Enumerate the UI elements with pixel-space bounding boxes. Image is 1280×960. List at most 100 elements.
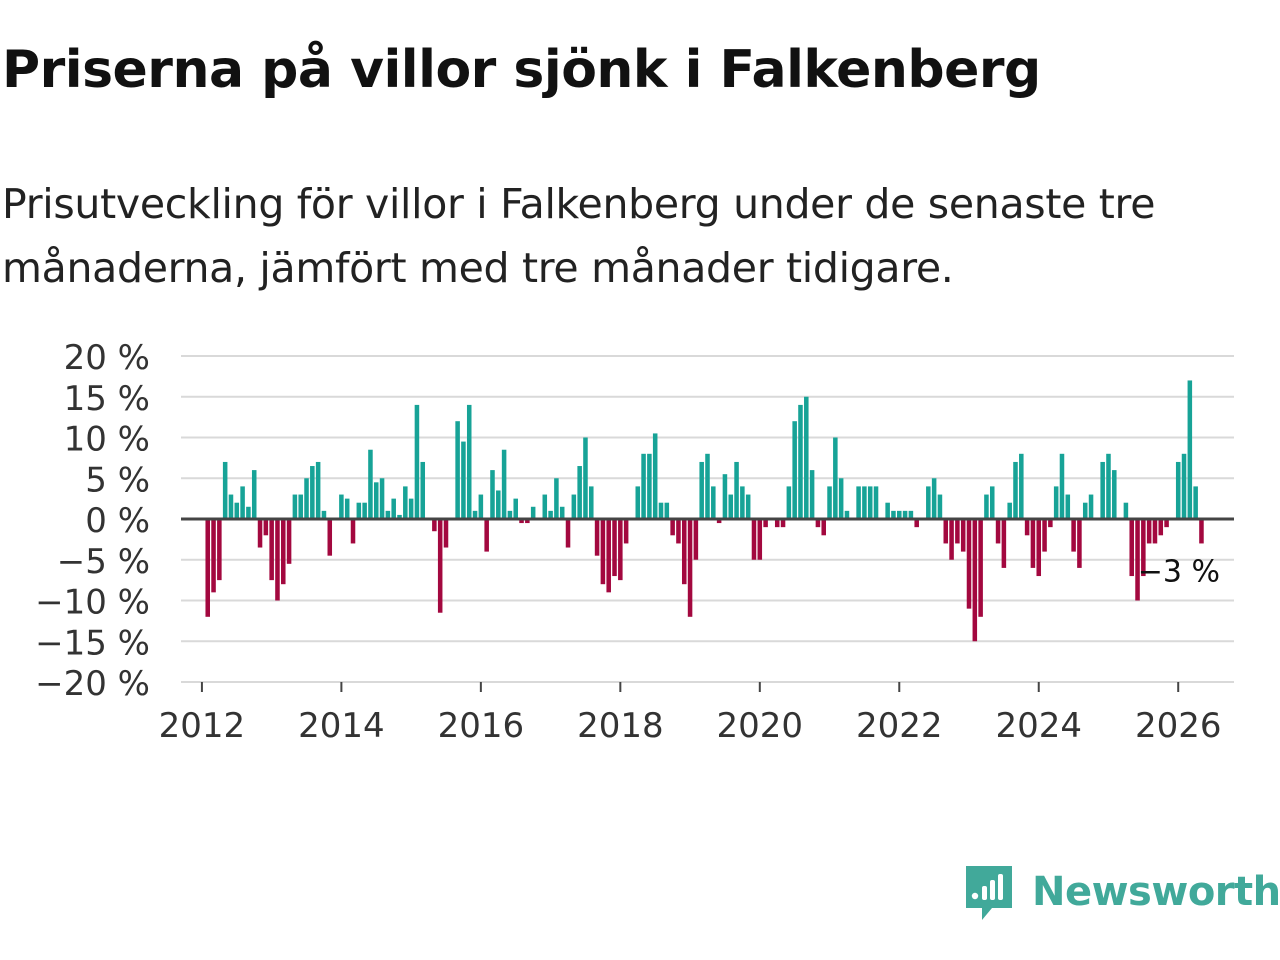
bar	[658, 502, 664, 519]
bar	[618, 519, 623, 581]
bar	[809, 470, 815, 519]
y-tick-label: 0 %	[85, 501, 150, 541]
bar	[891, 510, 896, 519]
bar	[542, 494, 548, 519]
last-value-annotation: −3 %	[1138, 554, 1220, 589]
bar	[740, 486, 745, 519]
bar	[1030, 519, 1036, 568]
bar	[594, 519, 600, 556]
bar	[269, 519, 274, 581]
bar	[780, 519, 786, 528]
bar	[350, 519, 356, 544]
bar	[716, 519, 722, 524]
bar	[833, 437, 838, 519]
bar	[519, 519, 524, 524]
bar	[432, 519, 437, 532]
bar	[1135, 519, 1140, 601]
bar	[437, 519, 443, 613]
bar	[1129, 519, 1134, 577]
y-tick-label: −5 %	[57, 542, 150, 582]
bar	[937, 494, 943, 519]
bar	[403, 486, 408, 519]
bar	[1036, 519, 1042, 577]
bar	[257, 519, 263, 548]
bar	[827, 486, 832, 519]
bar	[292, 494, 298, 519]
bar	[1152, 519, 1158, 544]
x-tick-label: 2024	[995, 706, 1082, 746]
bar	[461, 441, 466, 519]
bar	[1141, 519, 1146, 577]
bar	[995, 519, 1001, 544]
y-tick-label: 10 %	[64, 420, 150, 460]
bar	[478, 494, 484, 519]
bar	[745, 494, 751, 519]
bar	[815, 519, 821, 528]
bar	[1175, 461, 1181, 519]
bar	[885, 502, 890, 519]
bar	[792, 421, 797, 519]
bar	[310, 466, 315, 519]
bar	[664, 502, 670, 519]
bar	[565, 519, 571, 548]
bar	[949, 519, 954, 560]
bar	[391, 498, 396, 520]
bar	[1199, 519, 1204, 544]
bar	[217, 519, 222, 581]
bar	[728, 494, 734, 519]
bar	[339, 494, 344, 519]
bar	[321, 510, 327, 519]
bar	[786, 486, 792, 519]
y-tick-label: −10 %	[35, 583, 150, 623]
bar	[1048, 519, 1053, 528]
bar	[408, 498, 414, 520]
bar	[798, 404, 803, 519]
bar	[1019, 453, 1024, 519]
bar	[530, 506, 536, 519]
x-tick-label: 2018	[577, 706, 664, 746]
bar	[606, 519, 611, 593]
bar	[804, 396, 809, 519]
x-axis: 2012 2014 2016 2018 2020 2022 2024 2026	[159, 681, 1234, 746]
bar	[472, 510, 478, 519]
bar	[414, 404, 420, 519]
bar	[1024, 519, 1030, 536]
bar	[821, 519, 826, 536]
bars	[205, 380, 1204, 642]
y-axis: 20 %15 %10 %5 %0 %−5 %−10 %−15 %−20 %	[35, 338, 150, 704]
bar	[612, 519, 617, 577]
bar	[304, 478, 309, 519]
bar	[641, 453, 646, 519]
bar	[897, 510, 902, 519]
bar	[711, 486, 716, 519]
bar	[676, 519, 681, 544]
bar	[623, 519, 629, 544]
bar	[571, 494, 577, 519]
bar	[699, 461, 704, 519]
bar	[774, 519, 780, 528]
bar	[687, 519, 693, 617]
bar	[362, 502, 367, 519]
brand-logo: Newsworthy	[962, 862, 1280, 922]
bar	[589, 486, 594, 519]
bar	[385, 510, 391, 519]
bar	[281, 519, 286, 585]
bar	[577, 466, 582, 519]
bar	[926, 486, 931, 519]
bar	[246, 506, 251, 519]
bar	[548, 510, 553, 519]
bar	[327, 519, 333, 556]
x-tick-label: 2022	[856, 706, 943, 746]
gridlines	[181, 355, 1234, 683]
bar	[856, 486, 861, 519]
bar	[496, 490, 501, 519]
bar	[1007, 502, 1012, 519]
bar	[513, 498, 518, 520]
bar	[484, 519, 489, 552]
x-tick-label: 2016	[438, 706, 525, 746]
bar	[693, 519, 699, 560]
bar	[862, 486, 867, 519]
bar	[501, 449, 507, 519]
x-tick-label: 2020	[717, 706, 804, 746]
bar	[943, 519, 949, 544]
